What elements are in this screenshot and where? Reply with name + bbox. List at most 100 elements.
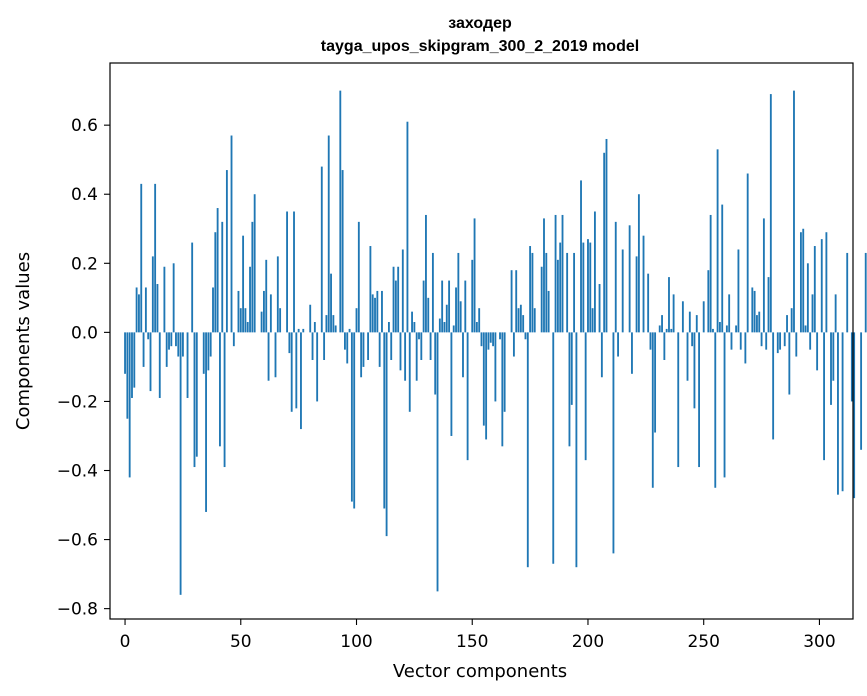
- bar-143: [455, 287, 457, 333]
- bar-218: [628, 225, 631, 333]
- bar-229: [654, 332, 657, 433]
- bar-269: [746, 173, 749, 333]
- bar-76: [300, 332, 302, 430]
- bar-129: [422, 280, 425, 333]
- bar-164: [503, 332, 506, 412]
- bar-59: [260, 311, 263, 333]
- bar-289: [793, 90, 795, 333]
- bar-286: [786, 315, 788, 333]
- bar-23: [177, 332, 180, 357]
- bar-4: [133, 332, 136, 388]
- bar-213: [617, 332, 619, 357]
- bar-21: [172, 263, 175, 333]
- plot-frame: [109, 62, 854, 620]
- bar-174: [526, 332, 529, 568]
- bar-282: [776, 332, 779, 354]
- bar-31: [195, 332, 198, 457]
- bar-95: [344, 332, 346, 350]
- bar-141: [450, 332, 453, 436]
- bar-262: [730, 332, 733, 350]
- bar-148: [466, 332, 469, 461]
- bar-11: [149, 332, 152, 392]
- bar-245: [691, 332, 694, 347]
- bar-310: [841, 332, 844, 492]
- bar-315: [853, 332, 856, 499]
- bar-13: [154, 183, 157, 333]
- bar-93: [339, 90, 342, 333]
- bar-81: [311, 332, 314, 360]
- bar-264: [735, 325, 738, 333]
- bar-86: [323, 332, 326, 360]
- bar-252: [707, 270, 710, 333]
- bar-234: [665, 328, 668, 333]
- x-axis-label: Vector components: [393, 661, 567, 682]
- bar-75: [297, 328, 300, 333]
- bar-14: [156, 284, 159, 333]
- bar-116: [392, 266, 395, 333]
- bar-77: [302, 328, 305, 333]
- bar-150: [471, 259, 474, 333]
- bar-39: [214, 232, 217, 333]
- bar-112: [383, 332, 386, 509]
- bar-211: [612, 332, 615, 554]
- bar-287: [788, 332, 791, 395]
- bar-42: [221, 221, 224, 333]
- bar-107: [371, 294, 374, 333]
- bar-266: [739, 332, 742, 350]
- x-axis: 0 50 100 150 200 250 300: [120, 619, 836, 652]
- bar-243: [686, 332, 689, 381]
- bar-101: [357, 221, 360, 333]
- y-tick-label: −0.4: [57, 462, 98, 482]
- y-tick-label: 0.2: [71, 254, 98, 274]
- y-tick-label: 0.0: [71, 323, 98, 343]
- bar-15: [158, 332, 161, 398]
- bar-258: [721, 204, 724, 333]
- bar-67: [279, 308, 282, 333]
- bar-292: [799, 232, 802, 333]
- bar-288: [790, 308, 793, 333]
- bar-38: [212, 287, 214, 333]
- bar-43: [223, 332, 226, 468]
- bar-228: [651, 332, 654, 488]
- bar-193: [570, 332, 573, 405]
- chart-title-line2: tayga_upos_skipgram_300_2_2019 model: [321, 38, 639, 55]
- bar-53: [246, 322, 249, 333]
- bar-108: [374, 297, 376, 333]
- bar-180: [540, 266, 543, 333]
- bar-114: [387, 322, 390, 333]
- bar-71: [288, 332, 291, 354]
- bar-285: [783, 332, 786, 347]
- bar-182: [545, 252, 548, 333]
- bar-61: [265, 259, 268, 333]
- bar-307: [834, 294, 837, 333]
- bar-208: [605, 138, 608, 333]
- bar-189: [561, 214, 564, 333]
- bar-221: [635, 256, 638, 333]
- bar-117: [394, 280, 397, 333]
- bar-147: [464, 280, 467, 333]
- bar-152: [475, 322, 478, 333]
- bar-121: [404, 332, 407, 381]
- bar-192: [568, 332, 571, 447]
- y-tick-label: −0.6: [57, 531, 98, 551]
- bar-175: [529, 246, 532, 333]
- bar-224: [642, 235, 645, 333]
- bar-73: [293, 211, 295, 333]
- bar-12: [151, 256, 154, 333]
- bar-83: [316, 332, 319, 402]
- bar-301: [820, 239, 823, 333]
- bar-248: [698, 332, 700, 468]
- bar-256: [716, 149, 719, 333]
- bar-260: [725, 325, 728, 333]
- bar-227: [649, 332, 652, 350]
- bar-275: [760, 332, 763, 347]
- bar-130: [425, 214, 427, 333]
- bar-9: [144, 287, 147, 333]
- bar-146: [462, 332, 464, 378]
- bar-29: [191, 242, 194, 333]
- bar-34: [202, 332, 205, 374]
- bar-314: [850, 332, 853, 402]
- bar-162: [499, 332, 501, 340]
- bar-197: [580, 180, 582, 333]
- bar-37: [209, 332, 212, 357]
